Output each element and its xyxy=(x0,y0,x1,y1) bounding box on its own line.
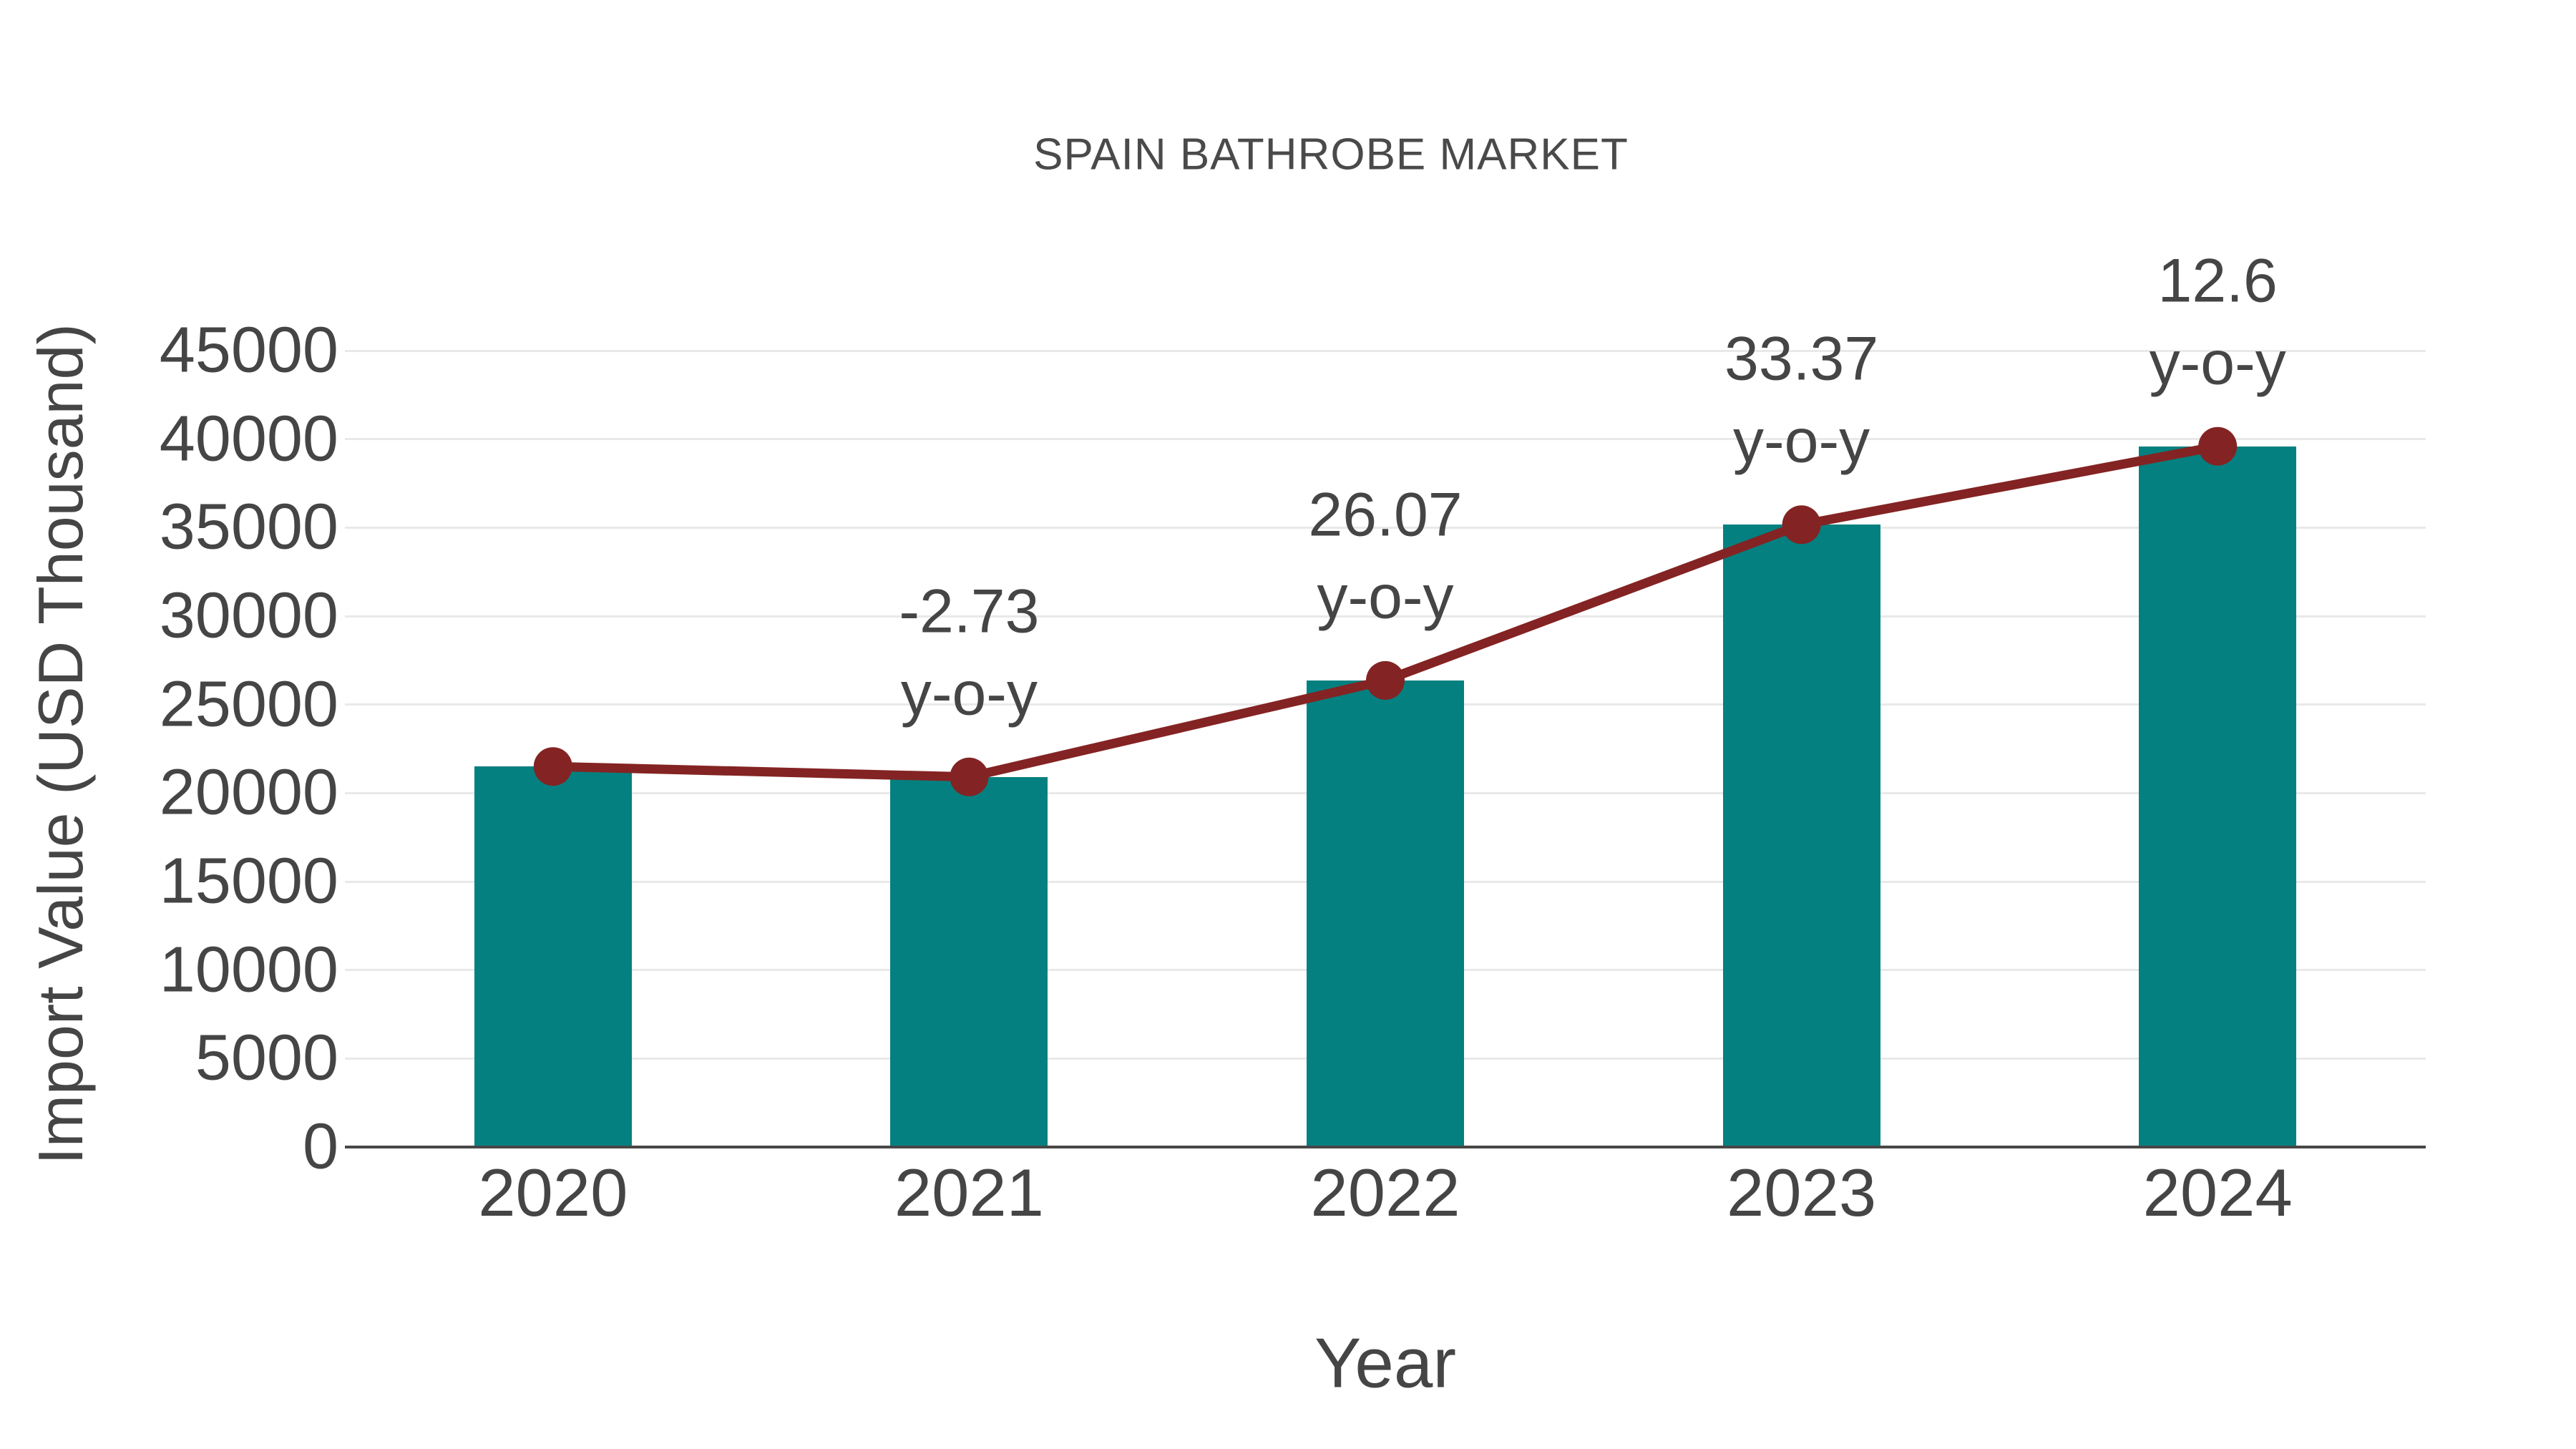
yoy-suffix-2022: y-o-y xyxy=(1317,562,1454,632)
x-tick-label-2020: 2020 xyxy=(478,1155,628,1230)
y-tick-label-45000: 45000 xyxy=(159,314,338,386)
bar-2022[interactable] xyxy=(1307,680,1464,1147)
x-tick-label-2024: 2024 xyxy=(2142,1155,2293,1230)
line-marker-2023[interactable] xyxy=(1782,505,1821,545)
bar-2024[interactable] xyxy=(2139,446,2297,1147)
yoy-value-2021: -2.73 xyxy=(899,577,1040,646)
bar-2021[interactable] xyxy=(890,776,1048,1147)
bar-2023[interactable] xyxy=(1722,525,1880,1147)
yoy-suffix-2024: y-o-y xyxy=(2149,328,2286,398)
y-tick-label-40000: 40000 xyxy=(159,403,338,475)
yoy-value-2024: 12.6 xyxy=(2157,246,2278,316)
line-marker-2024[interactable] xyxy=(2198,426,2238,466)
x-axis-title: Year xyxy=(1314,1323,1457,1402)
line-marker-2022[interactable] xyxy=(1366,660,1405,700)
y-tick-label-15000: 15000 xyxy=(159,845,338,917)
bar-2020[interactable] xyxy=(474,766,632,1147)
y-tick-label-0: 0 xyxy=(302,1111,338,1183)
yoy-suffix-2021: y-o-y xyxy=(900,659,1038,728)
gridline-45000 xyxy=(345,349,2426,352)
y-tick-label-30000: 30000 xyxy=(159,580,338,652)
gridline-40000 xyxy=(345,438,2426,441)
y-tick-label-5000: 5000 xyxy=(195,1022,338,1094)
yoy-suffix-2023: y-o-y xyxy=(1733,406,1870,476)
y-tick-label-10000: 10000 xyxy=(159,934,338,1006)
line-marker-2021[interactable] xyxy=(950,757,989,796)
y-tick-label-20000: 20000 xyxy=(159,756,338,829)
yoy-value-2022: 26.07 xyxy=(1308,480,1463,550)
x-tick-label-2022: 2022 xyxy=(1310,1155,1460,1230)
chart-title: SPAIN BATHROBE MARKET xyxy=(1033,130,1629,180)
x-axis-line xyxy=(345,1146,2426,1148)
x-tick-label-2023: 2023 xyxy=(1727,1155,1877,1230)
line-marker-2020[interactable] xyxy=(533,747,572,786)
x-tick-label-2021: 2021 xyxy=(894,1155,1044,1230)
yoy-value-2023: 33.37 xyxy=(1724,324,1879,394)
y-tick-label-25000: 25000 xyxy=(159,668,338,741)
y-tick-label-35000: 35000 xyxy=(159,491,338,563)
